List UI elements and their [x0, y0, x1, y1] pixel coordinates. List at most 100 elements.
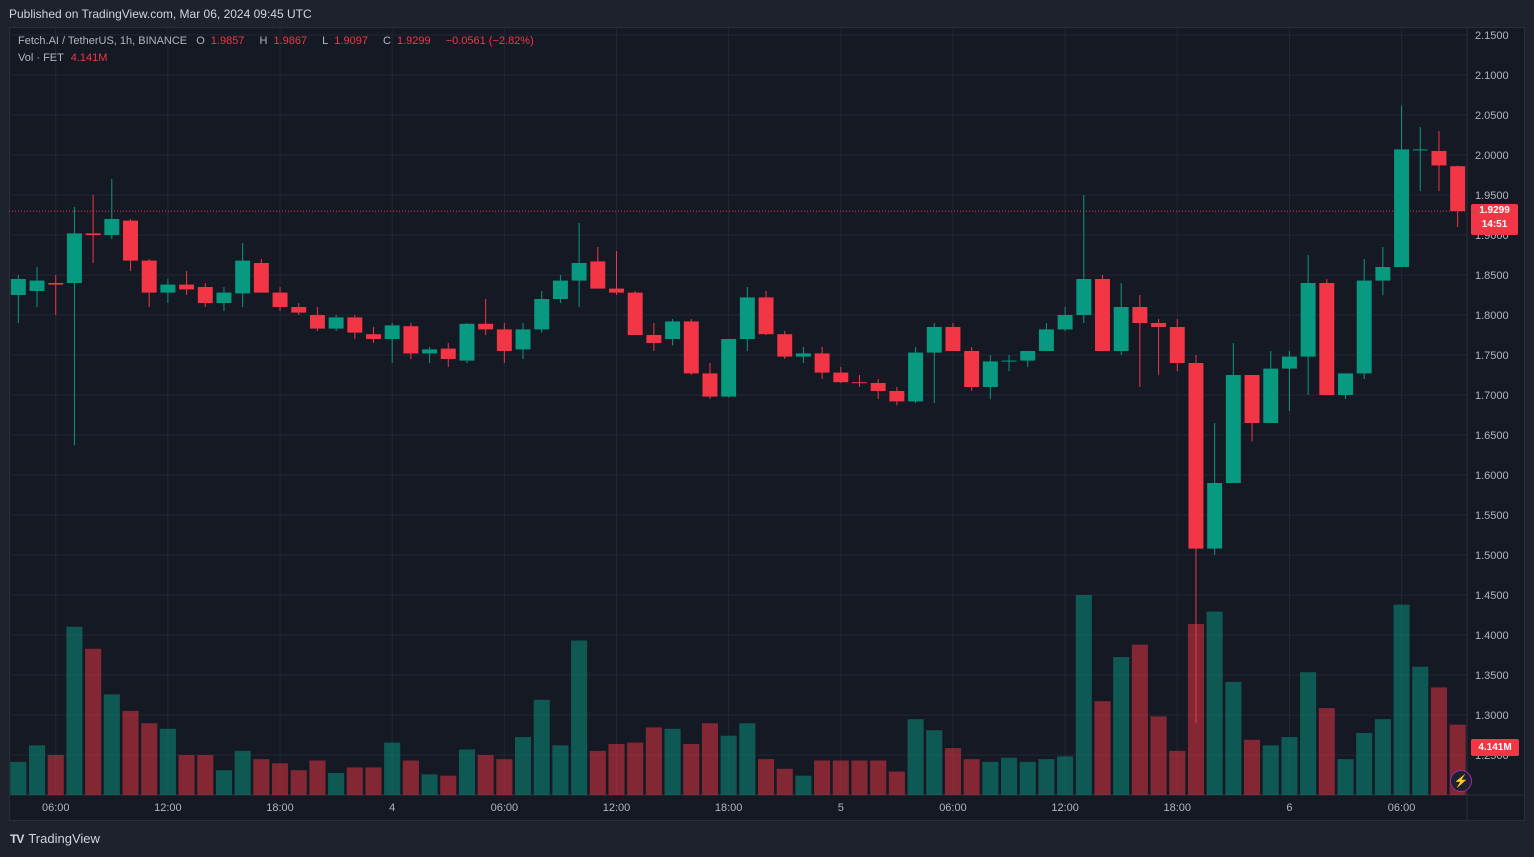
volume-bar — [571, 640, 588, 795]
candle-body — [852, 382, 867, 384]
time-tick-label: 06:00 — [491, 802, 519, 814]
volume-bar — [159, 728, 176, 795]
volume-bar — [1430, 687, 1447, 795]
candle-body — [1001, 360, 1017, 362]
candle-body — [10, 279, 26, 295]
price-tick-label: 1.4000 — [1475, 630, 1509, 642]
time-tick-label: 5 — [838, 802, 844, 814]
candle-body — [328, 317, 344, 329]
candle-body — [571, 263, 587, 281]
volume-bar — [627, 742, 644, 795]
lightning-icon[interactable]: ⚡ — [1450, 770, 1472, 792]
candle-body — [1151, 323, 1167, 327]
candle-body — [478, 323, 494, 330]
candle-body — [739, 297, 755, 339]
candle-body — [534, 299, 550, 330]
volume-bar — [645, 727, 662, 795]
price-tick-label: 1.3000 — [1475, 710, 1509, 722]
volume-bar — [683, 743, 700, 795]
volume-bar — [122, 710, 139, 795]
candle-body — [777, 334, 793, 357]
volume-bar — [1374, 719, 1391, 795]
price-tick-label: 1.6500 — [1475, 430, 1509, 442]
ohlc-close: C 1.9299 — [383, 35, 431, 47]
volume-bar — [1262, 745, 1279, 795]
volume-bar — [926, 730, 943, 795]
candle-body — [1281, 356, 1297, 369]
volume-bar — [440, 775, 457, 795]
volume-bar — [1356, 732, 1373, 795]
volume-bar — [1038, 759, 1055, 795]
volume-bar — [66, 626, 83, 795]
volume-bar — [1169, 750, 1186, 795]
price-tick-label: 1.5500 — [1475, 510, 1509, 522]
symbol-name[interactable]: Fetch.AI / TetherUS, 1h, BINANCE — [18, 35, 188, 47]
price-tick-label: 1.6000 — [1475, 470, 1509, 482]
candle-body — [160, 284, 176, 293]
time-tick-label: 12:00 — [603, 802, 631, 814]
candle-body — [1169, 327, 1185, 363]
candle-body — [1338, 373, 1353, 395]
volume-bar — [814, 760, 831, 795]
candle-body — [197, 287, 213, 303]
ohlc-low: L 1.9097 — [322, 35, 368, 47]
volume-bar — [1300, 672, 1317, 795]
volume-bar — [197, 755, 214, 795]
time-tick-label: 12:00 — [1051, 802, 1079, 814]
candle-body — [1412, 149, 1428, 151]
candle-body — [123, 220, 138, 261]
volume-bar — [1244, 739, 1261, 795]
candle-body — [590, 261, 606, 289]
last-price-value: 1.9299 — [1479, 205, 1510, 216]
volume-bar — [103, 694, 120, 795]
price-tick-label: 1.8000 — [1475, 310, 1509, 322]
candle-body — [48, 283, 64, 285]
volume-bar — [1225, 681, 1242, 795]
candle-body — [29, 280, 45, 291]
candle-body — [85, 233, 101, 235]
volume-bar — [888, 771, 905, 795]
last-volume-tag: 4.141M — [1471, 739, 1519, 756]
time-tick-label: 12:00 — [154, 802, 182, 814]
candle-body — [1132, 307, 1148, 323]
chart-frame — [9, 27, 1525, 821]
volume-bar — [402, 760, 419, 795]
volume-bar — [309, 760, 326, 795]
volume-bar — [1150, 716, 1167, 795]
price-change: −0.0561 (−2.82%) — [445, 35, 534, 47]
volume-bar — [1113, 657, 1130, 795]
volume-bar — [272, 763, 289, 795]
candle-body — [552, 280, 568, 299]
volume-bar — [10, 761, 27, 795]
candle-body — [609, 288, 624, 293]
time-tick-label: 06:00 — [939, 802, 967, 814]
volume-bar — [758, 759, 775, 795]
price-tick-label: 2.0500 — [1475, 110, 1509, 122]
symbol-legend[interactable]: Fetch.AI / TetherUS, 1h, BINANCE O 1.9857… — [18, 35, 540, 47]
volume-bar — [1281, 737, 1298, 795]
candle-body — [272, 292, 288, 307]
candle-body — [496, 329, 512, 351]
volume-bar — [1318, 708, 1335, 795]
candle-body — [665, 321, 681, 339]
candle-body — [1057, 315, 1073, 330]
volume-bar — [851, 760, 868, 795]
low-value: 1.9097 — [334, 35, 368, 47]
time-tick-label: 18:00 — [266, 802, 294, 814]
volume-bar — [85, 648, 102, 795]
volume-bar — [1337, 759, 1354, 795]
chart-canvas[interactable]: 2.15002.10002.05002.00001.95001.90001.85… — [9, 27, 1525, 821]
volume-bar — [944, 748, 961, 795]
volume-bar — [552, 745, 569, 795]
volume-bar — [907, 719, 924, 795]
volume-value: 4.141M — [70, 52, 108, 64]
volume-label: Vol · FET — [18, 52, 64, 64]
candle-body — [1076, 279, 1092, 315]
price-tick-label: 1.5000 — [1475, 550, 1509, 562]
tradingview-logo[interactable]: TV TradingView — [10, 831, 100, 846]
volume-bar — [365, 767, 382, 795]
volume-legend[interactable]: Vol · FET 4.141M — [18, 52, 107, 64]
volume-bar — [458, 749, 475, 795]
candle-body — [422, 349, 438, 354]
volume-bar — [1075, 595, 1092, 795]
